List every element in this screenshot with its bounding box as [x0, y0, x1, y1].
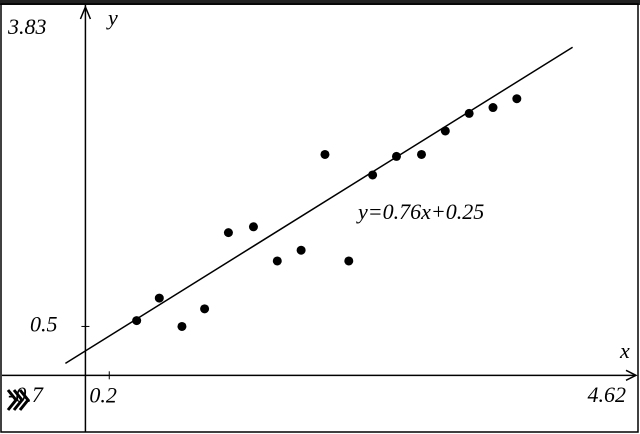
top-bar [0, 0, 640, 5]
data-point [132, 316, 142, 326]
data-point [368, 170, 378, 180]
data-point [416, 149, 426, 159]
data-point [440, 126, 450, 136]
data-point [488, 103, 498, 113]
y-arrow [79, 5, 92, 20]
x-tick-label: 0.2 [89, 382, 117, 407]
data-point [344, 256, 354, 266]
data-point [248, 222, 258, 232]
frame [0, 3, 639, 433]
x-arrow [625, 369, 638, 381]
data-point [320, 149, 330, 159]
data-point [223, 228, 233, 238]
data-point [296, 245, 306, 255]
regression-equation: y=0.76x+0.25 [356, 199, 484, 224]
data-point [177, 321, 187, 331]
menu-chevrons[interactable] [6, 389, 30, 411]
data-point [512, 94, 522, 104]
data-point [154, 293, 164, 303]
data-point [391, 151, 401, 161]
x-max-label: 4.62 [588, 382, 627, 407]
y-axis-label: y [106, 5, 118, 30]
regression-line [65, 46, 573, 364]
data-point [200, 304, 210, 314]
data-point [464, 108, 474, 118]
data-point [272, 256, 282, 266]
y-max-label: 3.83 [7, 14, 47, 39]
x-axis-label: x [619, 338, 630, 363]
y-tick-label: 0.5 [30, 311, 58, 336]
